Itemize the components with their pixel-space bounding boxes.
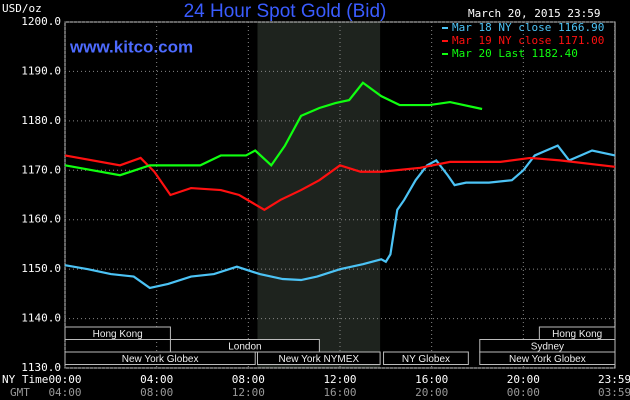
session-box bbox=[479, 351, 616, 365]
session-label: London bbox=[228, 341, 261, 352]
session-label: Hong Kong bbox=[552, 329, 602, 340]
timestamp: March 20, 2015 23:59 bbox=[468, 7, 600, 20]
x-axis-label: NY Time bbox=[2, 373, 48, 386]
x2-tick-label: 00:00 bbox=[507, 386, 540, 399]
x-tick-label: 20:00 bbox=[507, 373, 540, 386]
session-label: Hong Kong bbox=[93, 329, 143, 340]
series-line bbox=[64, 154, 616, 212]
y-tick-label: 1140.0 bbox=[21, 312, 61, 325]
session-label: New York Globex bbox=[122, 354, 199, 365]
session-box bbox=[64, 326, 171, 340]
y-axis-label: USD/oz bbox=[2, 2, 42, 15]
x-tick-label: 00:00 bbox=[48, 373, 81, 386]
x2-tick-label: 04:00 bbox=[48, 386, 81, 399]
x2-tick-label: 08:00 bbox=[140, 386, 173, 399]
y-tick-label: 1200.0 bbox=[21, 15, 61, 28]
chart-title: 24 Hour Spot Gold (Bid) bbox=[184, 1, 387, 22]
shaded-range bbox=[257, 22, 381, 368]
x2-tick-label: 20:00 bbox=[415, 386, 448, 399]
x-tick-label: 23:59 bbox=[598, 373, 630, 386]
session-label: New York Globex bbox=[509, 354, 586, 365]
x2-axis-label: GMT bbox=[10, 386, 30, 399]
x2-tick-label: 12:00 bbox=[232, 386, 265, 399]
source: www.kitco.com bbox=[69, 37, 193, 56]
legend-label: Mar 19 NY close 1171.00 bbox=[452, 34, 604, 47]
series-line bbox=[64, 81, 483, 177]
legend-label: Mar 20 Last 1182.40 bbox=[452, 47, 578, 60]
x-tick-label: 16:00 bbox=[415, 373, 448, 386]
series-line bbox=[64, 144, 616, 290]
x-tick-label: 04:00 bbox=[140, 373, 173, 386]
y-tick-label: 1150.0 bbox=[21, 262, 61, 275]
session-label: Sydney bbox=[531, 341, 564, 352]
x2-tick-label: 16:00 bbox=[323, 386, 356, 399]
y-tick-label: 1130.0 bbox=[21, 361, 61, 374]
y-tick-label: 1180.0 bbox=[21, 114, 61, 127]
session-box bbox=[257, 351, 381, 365]
session-label: NY Globex bbox=[402, 354, 450, 365]
session-label: New York NYMEX bbox=[279, 354, 360, 365]
x2-tick-label: 03:59 bbox=[598, 386, 630, 399]
session-box bbox=[383, 351, 469, 365]
session-box bbox=[64, 351, 256, 365]
x-tick-label: 08:00 bbox=[232, 373, 265, 386]
x-tick-label: 12:00 bbox=[323, 373, 356, 386]
legend-label: Mar 18 NY close 1166.90 bbox=[452, 21, 604, 34]
y-tick-label: 1190.0 bbox=[21, 64, 61, 77]
y-tick-label: 1160.0 bbox=[21, 213, 61, 226]
y-tick-label: 1170.0 bbox=[21, 163, 61, 176]
